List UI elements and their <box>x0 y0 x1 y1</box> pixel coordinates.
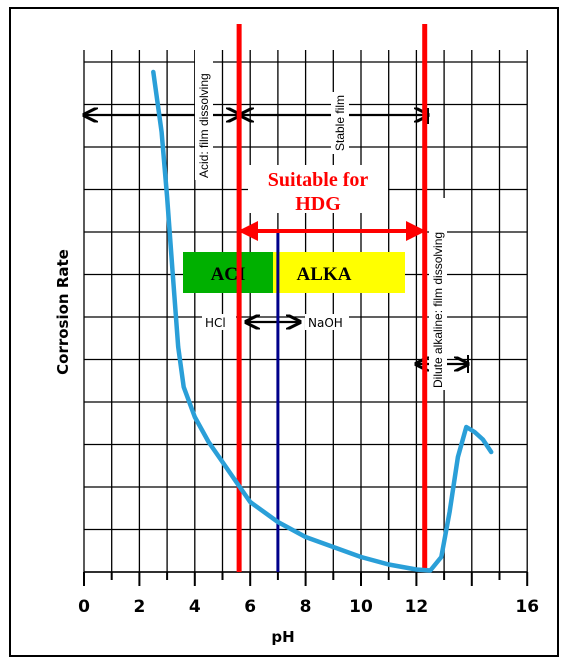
alkaline-zone-label-bg <box>429 198 447 390</box>
stable-zone-label-bg <box>331 92 349 154</box>
suitable-label-line2: HDG <box>295 193 341 215</box>
x-tick-label: 6 <box>244 597 256 617</box>
x-tick-label: 0 <box>78 597 90 617</box>
hcl-label-bg <box>202 314 236 330</box>
x-axis: 0 2 4 6 8 10 12 16 <box>78 571 539 617</box>
acid-zone-label: Acid: film dissolving <box>197 73 211 178</box>
y-axis-label: Corrosion Rate <box>54 249 72 375</box>
x-tick-label: 16 <box>515 597 539 617</box>
acid-zone-label-bg <box>195 40 213 180</box>
x-tick-label: 8 <box>300 597 312 617</box>
stable-zone-label: Stable film <box>333 95 347 151</box>
naoh-label: NaOH <box>308 316 343 330</box>
corrosion-curve <box>151 69 494 573</box>
x-axis-label: pH <box>271 628 294 646</box>
zone-arrows <box>84 108 468 373</box>
naoh-label-bg <box>305 314 349 330</box>
grid <box>83 50 528 573</box>
suitable-label-line1: Suitable for <box>268 169 369 191</box>
x-tick-label: 2 <box>133 597 145 617</box>
alkali-box <box>273 252 405 293</box>
x-tick-label: 10 <box>349 597 373 617</box>
hcl-label: HCl <box>205 316 226 330</box>
alkaline-zone-label: Dilute alkaline: film dissolving <box>431 232 445 388</box>
reference-lines <box>236 24 428 572</box>
x-tick-label: 12 <box>405 597 429 617</box>
suitable-label-bg <box>248 165 388 213</box>
x-tick-label: 4 <box>189 597 201 617</box>
alkali-box-label: ALKA <box>297 264 352 285</box>
acid-box <box>183 252 273 293</box>
